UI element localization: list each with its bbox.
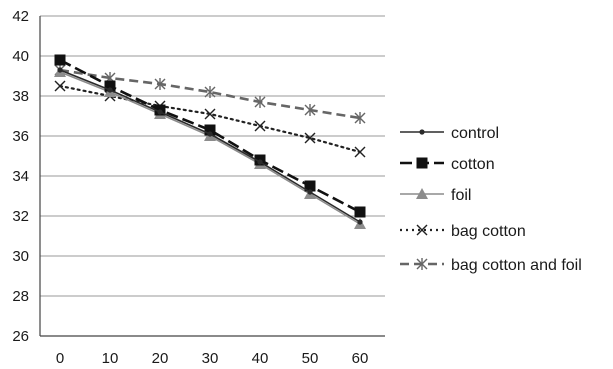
data-point-cotton (104, 80, 116, 92)
legend-item-foil: foil (400, 187, 471, 204)
data-point-cotton (54, 54, 66, 66)
legend-item-bag-cotton-and-foil: bag cotton and foil (400, 257, 582, 274)
legend-marker-bag-cotton (416, 224, 428, 236)
y-tick-label: 34 (12, 168, 29, 185)
data-point-bag-cotton-and-foil (354, 112, 366, 124)
y-tick-labels: 26 28 30 32 34 36 38 40 42 (12, 8, 29, 345)
legend-item-cotton: cotton (400, 156, 495, 173)
legend-label-cotton: cotton (451, 156, 495, 173)
data-point-cotton (354, 206, 366, 218)
legend-label-control: control (451, 125, 499, 142)
x-tick-label: 0 (56, 350, 64, 367)
y-tick-label: 32 (12, 208, 29, 225)
data-point-control (157, 109, 163, 115)
x-tick-label: 50 (302, 350, 319, 367)
legend-marker-cotton (416, 157, 428, 169)
legend-item-control: control (400, 125, 499, 142)
gridlines (40, 15, 385, 337)
y-tick-label: 38 (12, 88, 29, 105)
legend-label-foil: foil (451, 187, 471, 204)
data-point-bag-cotton-and-foil (154, 78, 166, 90)
y-tick-label: 28 (12, 288, 29, 305)
y-tick-label: 30 (12, 248, 29, 265)
x-tick-label: 40 (252, 350, 269, 367)
legend: control cotton foil bag cotton bag cotton an… (400, 125, 582, 274)
axes (39, 16, 385, 337)
series-control (57, 67, 363, 225)
x-tick-labels: 0 10 20 30 40 50 60 (56, 350, 369, 367)
legend-marker-bag-cotton-and-foil (416, 258, 428, 270)
data-point-bag-cotton (354, 146, 366, 158)
x-tick-label: 20 (152, 350, 169, 367)
data-point-bag-cotton-and-foil (204, 86, 216, 98)
data-point-cotton (304, 180, 316, 192)
data-point-control (257, 159, 263, 165)
y-tick-label: 36 (12, 128, 29, 145)
legend-label-bag-cotton: bag cotton (451, 223, 526, 240)
data-point-bag-cotton (204, 108, 216, 120)
data-point-control (207, 131, 213, 137)
y-tick-label: 42 (12, 8, 29, 25)
x-tick-label: 60 (352, 350, 369, 367)
data-point-bag-cotton-and-foil (304, 104, 316, 116)
x-tick-label: 10 (102, 350, 119, 367)
legend-label-bag-cotton-and-foil: bag cotton and foil (451, 257, 582, 274)
legend-marker-control (419, 129, 425, 135)
data-point-bag-cotton (304, 132, 316, 144)
series-lines (54, 54, 366, 229)
data-point-bag-cotton (54, 80, 66, 92)
y-tick-label: 40 (12, 48, 29, 65)
x-tick-label: 30 (202, 350, 219, 367)
data-point-cotton (204, 124, 216, 136)
data-point-bag-cotton-and-foil (254, 96, 266, 108)
y-tick-label: 26 (12, 328, 29, 345)
data-point-control (307, 189, 313, 195)
legend-marker-foil (416, 188, 428, 199)
data-point-bag-cotton (254, 120, 266, 132)
data-point-control (357, 219, 363, 225)
data-point-control (107, 87, 113, 93)
data-point-control (57, 67, 63, 73)
legend-item-bag-cotton: bag cotton (400, 223, 526, 240)
